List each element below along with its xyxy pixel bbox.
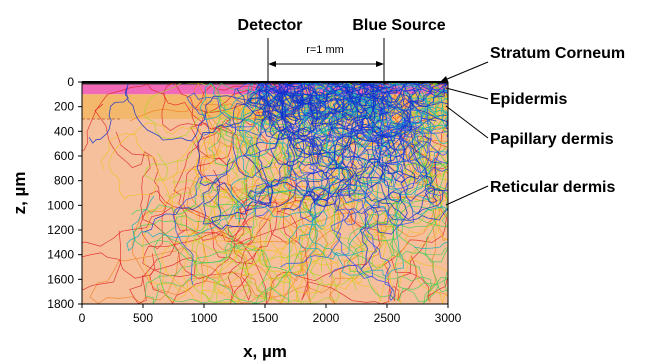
y-tick-label: 1400 — [47, 248, 74, 262]
photon-path — [296, 82, 379, 120]
x-axis-ticks: 0 500 1000 1500 2000 2500 3000 — [79, 304, 462, 325]
photon-path — [89, 105, 323, 304]
reticular-dermis-pointer — [445, 185, 489, 206]
photon-path — [82, 83, 233, 160]
x-tick-label: 2000 — [313, 311, 340, 325]
layer-band-0 — [82, 82, 448, 85]
photon-path — [210, 90, 316, 230]
y-tick-label: 1000 — [47, 198, 74, 212]
photon-path — [180, 153, 342, 304]
separation-label: r=1 mm — [306, 44, 344, 56]
photon-path — [129, 82, 270, 304]
photon-path — [347, 129, 448, 304]
photon-path — [100, 90, 261, 292]
photon-path — [359, 112, 444, 220]
photon-path — [303, 117, 448, 209]
photon-path — [348, 82, 447, 120]
photon-path — [144, 82, 293, 181]
y-tick-label: 1800 — [47, 297, 74, 311]
y-axis-label: z, µm — [10, 172, 29, 215]
photon-path — [358, 150, 448, 303]
x-tick-label: 2500 — [374, 311, 401, 325]
photon-path — [196, 83, 318, 187]
photon-path — [286, 116, 378, 279]
photon-path — [347, 138, 448, 301]
x-axis-label: x, µm — [243, 342, 287, 361]
y-axis-ticks: 0 200 400 600 800 1000 1200 1400 1600 1800 — [47, 75, 82, 311]
arrow-head-right — [376, 61, 384, 67]
photon-path — [305, 99, 385, 207]
x-tick-label: 1000 — [191, 311, 218, 325]
y-tick-label: 1200 — [47, 223, 74, 237]
source-label: Blue Source — [352, 17, 445, 34]
photon-path — [233, 95, 349, 230]
y-tick-label: 1600 — [47, 272, 74, 286]
photon-path — [315, 89, 448, 126]
x-tick-label: 0 — [79, 311, 86, 325]
photon-path — [247, 95, 330, 208]
photon-path — [132, 186, 329, 304]
photon-path — [257, 84, 420, 208]
photon-path — [326, 82, 385, 124]
photon-path — [268, 84, 428, 179]
photon-path — [320, 83, 390, 142]
photon-path — [94, 103, 381, 304]
stratum-corneum-label: Stratum Corneum — [490, 45, 625, 62]
photon-path — [165, 116, 286, 302]
photon-path — [306, 83, 448, 241]
photon-path — [160, 150, 338, 302]
photon-path — [108, 92, 215, 302]
photon-paths — [82, 82, 448, 304]
arrow-head-left — [268, 61, 276, 67]
photon-path — [199, 82, 298, 161]
papillary-dermis-label: Papillary dermis — [490, 131, 614, 148]
photon-path — [144, 182, 291, 304]
x-tick-label: 500 — [133, 311, 153, 325]
x-tick-label: 3000 — [435, 311, 462, 325]
layer-annotations: Stratum Corneum Epidermis Papillary derm… — [439, 45, 625, 206]
photon-path — [142, 123, 294, 233]
photon-path — [330, 97, 393, 226]
y-tick-label: 600 — [54, 149, 74, 163]
stratum-corneum-pointer — [439, 61, 489, 83]
stratum-corneum-arrowhead — [440, 76, 448, 82]
detector-label: Detector — [238, 17, 303, 34]
photon-path — [365, 88, 448, 130]
photon-path — [386, 83, 448, 181]
epidermis-pointer — [445, 87, 489, 100]
photon-path — [333, 82, 435, 148]
epidermis-label: Epidermis — [490, 91, 567, 108]
photon-path — [171, 103, 294, 303]
photon-path — [190, 122, 417, 304]
photon-path — [403, 120, 448, 156]
photon-path — [402, 83, 448, 109]
y-tick-label: 800 — [54, 174, 74, 188]
photon-path — [298, 121, 448, 175]
y-tick-label: 200 — [54, 100, 74, 114]
photon-path — [384, 90, 448, 204]
photon-path — [347, 82, 448, 107]
photon-path — [330, 124, 448, 221]
photon-path — [260, 92, 448, 249]
photon-path — [280, 83, 415, 183]
photon-path — [294, 82, 374, 135]
photon-path — [375, 82, 448, 301]
photon-path — [262, 82, 319, 142]
y-tick-label: 400 — [54, 124, 74, 138]
photon-path — [374, 90, 448, 190]
papillary-dermis-pointer — [445, 105, 489, 139]
photon-path — [328, 97, 432, 302]
photon-path — [307, 88, 405, 257]
photon-path — [261, 82, 353, 140]
photon-path — [88, 83, 304, 144]
y-tick-label: 0 — [67, 75, 74, 89]
reticular-dermis-label: Reticular dermis — [490, 179, 615, 196]
photon-path — [321, 82, 448, 117]
detector-source-markers: r=1 mm Detector Blue Source — [238, 17, 446, 82]
x-tick-label: 1500 — [252, 311, 279, 325]
